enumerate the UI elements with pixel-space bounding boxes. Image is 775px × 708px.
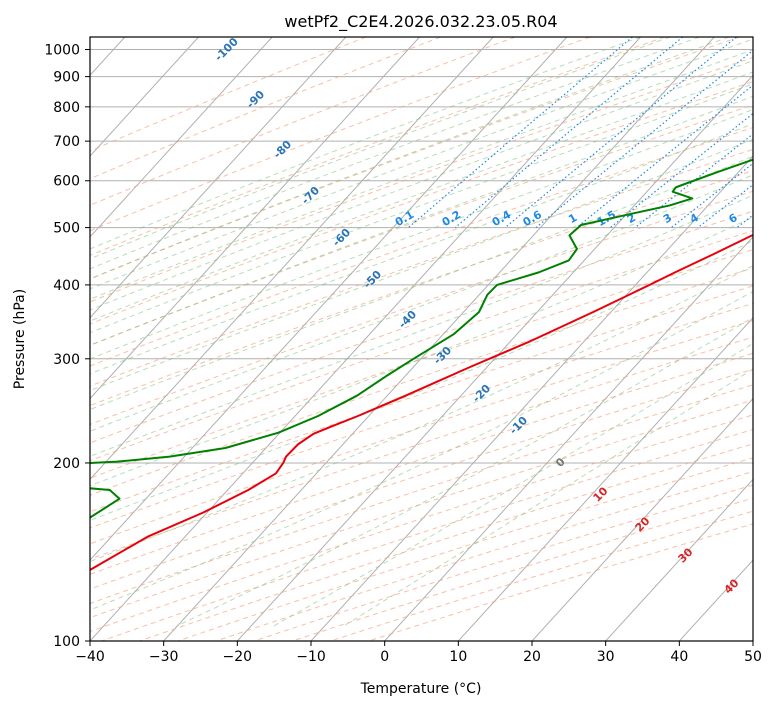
plot-frame [89, 36, 754, 642]
y-tick-label: 300 [53, 352, 80, 368]
moist-adiabat [90, 174, 753, 432]
mixing-ratio-line [407, 37, 633, 229]
moist-adiabat [90, 38, 753, 290]
y-tick-label: 800 [53, 100, 80, 116]
isotherm [90, 37, 273, 238]
moist-adiabat [273, 342, 753, 627]
dry-adiabat [90, 127, 753, 367]
isotherm [90, 37, 199, 157]
isotherm [90, 37, 568, 561]
moist-adiabat [90, 138, 753, 392]
temperature-line [90, 233, 753, 572]
mixing-ratio-line [765, 37, 775, 228]
moist-adiabat [90, 49, 753, 300]
x-tick-label: −20 [223, 649, 253, 665]
isotherm [457, 316, 753, 641]
y-tick-label: 1000 [44, 43, 80, 59]
isotherm [752, 640, 753, 641]
y-tick-label: 100 [53, 634, 80, 650]
x-tick-label: −40 [75, 649, 105, 665]
dry-adiabat [90, 148, 753, 387]
mixing-ratio-line [634, 133, 753, 229]
x-tick-label: −30 [149, 649, 179, 665]
mixing-ratio-line [697, 183, 753, 229]
x-tick-label: −10 [296, 649, 326, 665]
dry-adiabat [90, 230, 753, 462]
moist-adiabat [90, 37, 700, 270]
x-tick-label: 40 [670, 649, 688, 665]
y-tick-label: 700 [53, 134, 80, 150]
moist-adiabat [176, 316, 753, 627]
isotherm [236, 74, 753, 641]
moist-adiabat [90, 155, 753, 411]
dry-adiabat [90, 414, 753, 633]
isotherm [90, 37, 494, 481]
x-tick-label: 0 [380, 649, 389, 665]
axes: −40 −30 −20 −10 0 10 20 30 40 50 100 200 300 400 500 60… [44, 43, 762, 665]
isotherm [605, 478, 753, 641]
dry-adiabat [177, 457, 753, 641]
dry-adiabat [90, 56, 753, 303]
moist-adiabat [90, 37, 641, 250]
mixing-ratio-line [576, 84, 753, 229]
moist-adiabat [90, 123, 753, 375]
x-tick-label: 10 [449, 649, 467, 665]
y-tick-label: 400 [53, 278, 80, 294]
moist-adiabat [90, 71, 753, 322]
isotherm [90, 37, 420, 400]
dry-adiabat [90, 210, 753, 444]
y-tick-label: 900 [53, 70, 80, 86]
isotherm [384, 236, 753, 641]
mixing-ratio-line [454, 37, 683, 229]
x-tick-label: 50 [744, 649, 762, 665]
dry-adiabat [90, 352, 753, 575]
profile-traces [90, 158, 753, 572]
dry-adiabat [90, 190, 753, 426]
moist-adiabat [90, 83, 753, 334]
moist-adiabat [90, 37, 671, 260]
moist-adiabat [90, 60, 753, 311]
dry-adiabat [90, 37, 441, 180]
moist-adiabat [90, 108, 753, 360]
chart-title: wetPf2_C2E4.2026.032.23.05.R04 [284, 12, 557, 32]
dry-adiabat [330, 510, 753, 641]
dry-adiabat [254, 484, 753, 641]
dry-adiabat [90, 37, 740, 280]
x-tick-label: 20 [523, 649, 541, 665]
dry-adiabat [90, 81, 753, 325]
dry-adiabat [90, 384, 753, 605]
dry-adiabat [90, 285, 753, 513]
y-tick-label: 200 [53, 456, 80, 472]
isotherm [531, 397, 753, 641]
dry-adiabat [139, 443, 753, 641]
isotherm [90, 37, 641, 641]
y-tick-label: 600 [53, 174, 80, 190]
y-axis-label: Pressure (hPa) [12, 289, 28, 389]
dry-adiabat [90, 104, 753, 346]
dewpoint-line [90, 158, 753, 519]
background-lines [90, 37, 775, 641]
dry-adiabat [90, 37, 516, 206]
y-tick-label: 500 [53, 221, 80, 237]
x-tick-label: 30 [597, 649, 615, 665]
x-axis-label: Temperature (°C) [360, 681, 482, 697]
dry-adiabat [90, 336, 753, 560]
dry-adiabat [90, 37, 367, 152]
moist-adiabat [90, 37, 730, 280]
